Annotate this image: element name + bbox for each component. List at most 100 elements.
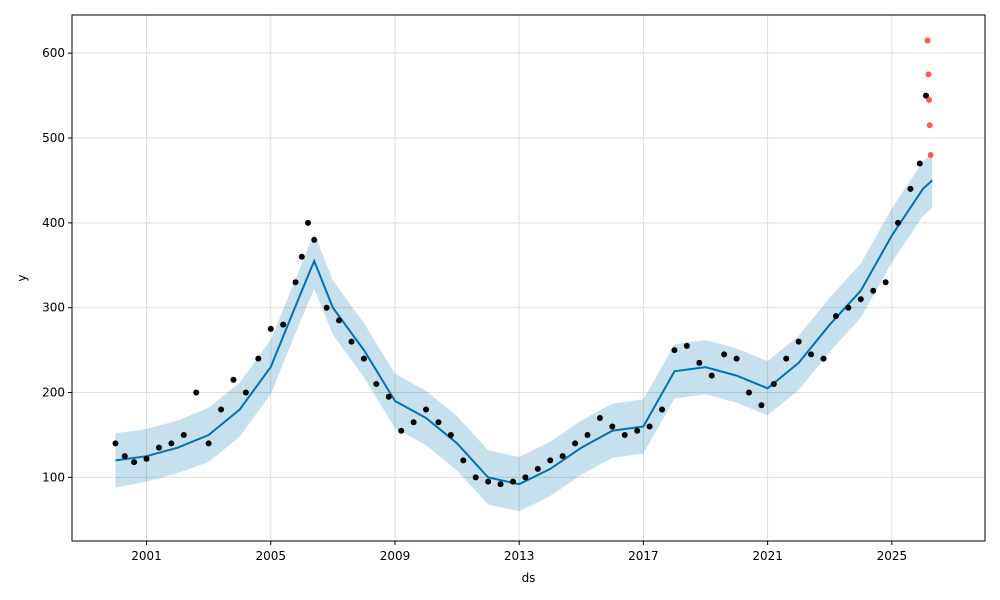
x-tick-label: 2005: [255, 549, 286, 563]
x-tick-label: 2017: [628, 549, 659, 563]
data-point: [267, 325, 274, 332]
data-point: [447, 431, 454, 438]
data-point: [547, 457, 554, 464]
anomaly-point: [925, 71, 932, 78]
data-point: [534, 465, 541, 472]
data-point: [634, 427, 641, 434]
forecast-line: [115, 179, 933, 486]
data-point: [808, 351, 815, 358]
data-point: [733, 355, 740, 362]
anomaly-points: [924, 37, 934, 158]
observed-points: [112, 92, 929, 488]
anomaly-point: [926, 122, 933, 129]
data-point: [596, 414, 603, 421]
data-point: [509, 478, 516, 485]
y-tick-label: 600: [42, 46, 65, 60]
data-point: [795, 338, 802, 345]
data-point: [305, 219, 312, 226]
data-point: [205, 440, 212, 447]
data-point: [311, 236, 318, 243]
anomaly-point: [926, 96, 933, 103]
data-point: [845, 304, 852, 311]
data-point: [708, 372, 715, 379]
data-point: [916, 160, 923, 167]
data-point: [373, 381, 380, 388]
data-point: [584, 431, 591, 438]
forecast-series-line: [115, 179, 933, 486]
data-point: [423, 406, 430, 413]
data-point: [485, 478, 492, 485]
data-point: [783, 355, 790, 362]
y-axis: 100 200 300 400 500 600: [42, 46, 72, 484]
data-point: [180, 431, 187, 438]
x-tick-label: 2009: [380, 549, 411, 563]
y-tick-label: 200: [42, 386, 65, 400]
data-point: [882, 279, 889, 286]
x-axis: 2001 2005 2009 2013 2017 2021 2025: [131, 541, 907, 563]
data-point: [770, 381, 777, 388]
data-point: [922, 92, 929, 99]
x-tick-label: 2021: [752, 549, 783, 563]
y-tick-label: 400: [42, 216, 65, 230]
data-point: [280, 321, 287, 328]
uncertainty-band: [115, 153, 933, 512]
uncertainty-interval: [115, 153, 933, 512]
grid: [72, 15, 985, 541]
data-point: [472, 474, 479, 481]
data-point: [292, 279, 299, 286]
data-point: [348, 338, 355, 345]
data-point: [385, 393, 392, 400]
data-point: [907, 185, 914, 192]
plot-frame: [71, 14, 986, 542]
data-point: [646, 423, 653, 430]
x-tick-label: 2001: [131, 549, 162, 563]
data-point: [572, 440, 579, 447]
data-point: [230, 376, 237, 383]
data-point: [895, 219, 902, 226]
data-point: [870, 287, 877, 294]
data-point: [696, 359, 703, 366]
anomaly-point: [924, 37, 931, 44]
data-point: [323, 304, 330, 311]
data-point: [820, 355, 827, 362]
data-point: [242, 389, 249, 396]
data-point: [193, 389, 200, 396]
data-point: [758, 402, 765, 409]
data-point: [721, 351, 728, 358]
x-tick-label: 2013: [504, 549, 535, 563]
data-point: [671, 347, 678, 354]
data-point: [559, 453, 566, 460]
data-point: [683, 342, 690, 349]
data-point: [143, 455, 150, 462]
data-point: [168, 440, 175, 447]
data-point: [609, 423, 616, 430]
data-point: [460, 457, 467, 464]
x-tick-label: 2025: [877, 549, 908, 563]
data-point: [659, 406, 666, 413]
data-point: [398, 427, 405, 434]
data-point: [218, 406, 225, 413]
data-point: [832, 313, 839, 320]
y-tick-label: 100: [42, 470, 65, 484]
y-axis-label: y: [15, 274, 29, 281]
data-point: [745, 389, 752, 396]
anomaly-point: [927, 151, 934, 158]
data-point: [410, 419, 417, 426]
data-point: [360, 355, 367, 362]
data-point: [155, 444, 162, 451]
data-point: [298, 253, 305, 260]
data-point: [112, 440, 119, 447]
data-point: [131, 459, 138, 466]
data-point: [121, 453, 128, 460]
data-point: [255, 355, 262, 362]
data-point: [336, 317, 343, 324]
data-point: [522, 474, 529, 481]
data-point: [497, 481, 504, 488]
y-tick-label: 300: [42, 301, 65, 315]
y-tick-label: 500: [42, 131, 65, 145]
data-point: [857, 296, 864, 303]
data-point: [621, 431, 628, 438]
data-point: [435, 419, 442, 426]
x-axis-label: ds: [522, 571, 536, 585]
